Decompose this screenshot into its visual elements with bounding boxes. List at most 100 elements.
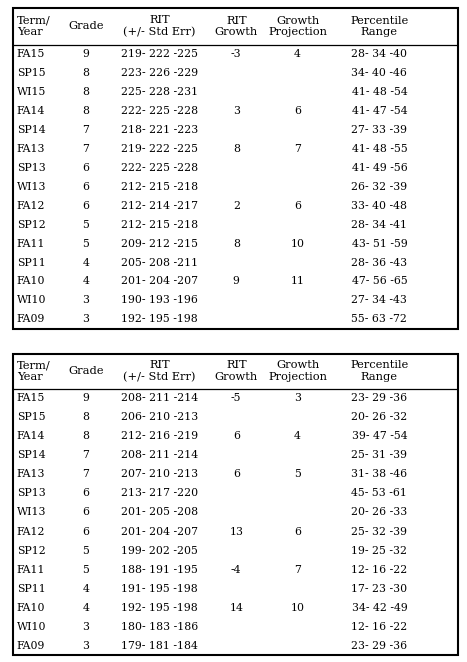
Text: 7: 7	[83, 469, 89, 479]
Text: 206- 210 -213: 206- 210 -213	[120, 412, 198, 422]
Text: 3: 3	[83, 622, 90, 632]
Text: FA11: FA11	[17, 565, 45, 575]
Text: RIT
(+/- Std Err): RIT (+/- Std Err)	[123, 15, 196, 37]
Text: 207- 210 -213: 207- 210 -213	[121, 469, 198, 479]
Text: 12- 16 -22: 12- 16 -22	[351, 565, 408, 575]
Text: Growth
Projection: Growth Projection	[268, 16, 327, 37]
Text: 3: 3	[83, 641, 90, 651]
Text: 6: 6	[83, 201, 90, 211]
Text: RIT
Growth: RIT Growth	[215, 361, 258, 382]
Text: 219- 222 -225: 219- 222 -225	[121, 49, 198, 60]
Text: 209- 212 -215: 209- 212 -215	[121, 238, 198, 249]
Text: SP13: SP13	[17, 489, 45, 498]
Text: 19- 25 -32: 19- 25 -32	[351, 545, 407, 555]
Text: 218- 221 -223: 218- 221 -223	[120, 125, 198, 135]
Text: Term/
Year: Term/ Year	[17, 361, 50, 382]
Text: 8: 8	[233, 238, 240, 249]
Text: 6: 6	[233, 469, 240, 479]
Text: 6: 6	[83, 508, 90, 518]
Text: 47- 56 -65: 47- 56 -65	[352, 277, 407, 287]
Text: WI15: WI15	[17, 87, 46, 97]
Text: 7: 7	[294, 144, 301, 154]
Text: 3: 3	[294, 393, 301, 403]
Text: 9: 9	[233, 277, 240, 287]
Text: 4: 4	[83, 602, 89, 613]
Text: 8: 8	[83, 68, 90, 78]
Text: -5: -5	[231, 393, 241, 403]
Text: 8: 8	[83, 87, 90, 97]
Text: 7: 7	[83, 125, 89, 135]
Text: 205- 208 -211: 205- 208 -211	[121, 258, 198, 267]
Text: SP12: SP12	[17, 545, 45, 555]
Text: 212- 216 -219: 212- 216 -219	[121, 431, 198, 442]
Text: 6: 6	[83, 182, 90, 192]
Text: 201- 204 -207: 201- 204 -207	[121, 526, 198, 536]
Text: 6: 6	[294, 201, 301, 211]
Text: 225- 228 -231: 225- 228 -231	[121, 87, 198, 97]
Text: FA09: FA09	[17, 641, 45, 651]
Text: 26- 32 -39: 26- 32 -39	[351, 182, 408, 192]
Text: 213- 217 -220: 213- 217 -220	[121, 489, 198, 498]
Text: FA15: FA15	[17, 49, 45, 60]
Text: 12- 16 -22: 12- 16 -22	[351, 622, 408, 632]
Text: 8: 8	[83, 431, 90, 442]
Text: 4: 4	[83, 584, 89, 594]
Text: 34- 40 -46: 34- 40 -46	[352, 68, 407, 78]
Text: 9: 9	[83, 393, 89, 403]
Text: 41- 49 -56: 41- 49 -56	[352, 163, 407, 173]
Text: 55- 63 -72: 55- 63 -72	[352, 314, 407, 324]
Text: FA14: FA14	[17, 431, 45, 442]
Text: 7: 7	[83, 144, 89, 154]
Text: 199- 202 -205: 199- 202 -205	[121, 545, 198, 555]
Text: SP15: SP15	[17, 68, 45, 78]
Text: 190- 193 -196: 190- 193 -196	[121, 295, 198, 305]
Text: 212- 214 -217: 212- 214 -217	[121, 201, 198, 211]
Text: 8: 8	[233, 144, 240, 154]
Text: 41- 48 -55: 41- 48 -55	[352, 144, 407, 154]
Text: 5: 5	[294, 469, 301, 479]
Text: 11: 11	[290, 277, 304, 287]
Text: Percentile
Range: Percentile Range	[350, 16, 409, 37]
Text: 188- 191 -195: 188- 191 -195	[121, 565, 198, 575]
Text: FA13: FA13	[17, 469, 45, 479]
Text: 192- 195 -198: 192- 195 -198	[121, 602, 198, 613]
Text: -3: -3	[231, 49, 241, 60]
Text: 212- 215 -218: 212- 215 -218	[121, 220, 198, 230]
Text: 20- 26 -33: 20- 26 -33	[351, 508, 408, 518]
Text: 23- 29 -36: 23- 29 -36	[351, 393, 408, 403]
Text: SP14: SP14	[17, 125, 45, 135]
Text: 13: 13	[229, 526, 243, 536]
Text: Growth
Projection: Growth Projection	[268, 361, 327, 382]
Text: 192- 195 -198: 192- 195 -198	[121, 314, 198, 324]
Text: 34- 42 -49: 34- 42 -49	[352, 602, 407, 613]
Text: 6: 6	[233, 431, 240, 442]
Text: 5: 5	[83, 565, 89, 575]
Text: 4: 4	[294, 431, 301, 442]
Text: 6: 6	[83, 489, 90, 498]
Text: 208- 211 -214: 208- 211 -214	[121, 450, 198, 460]
Text: FA10: FA10	[17, 602, 45, 613]
Text: 6: 6	[83, 163, 90, 173]
Text: 5: 5	[83, 545, 89, 555]
Text: 20- 26 -32: 20- 26 -32	[351, 412, 408, 422]
Text: 201- 204 -207: 201- 204 -207	[121, 277, 198, 287]
Text: WI13: WI13	[17, 182, 46, 192]
Text: 9: 9	[83, 49, 89, 60]
Text: 179- 181 -184: 179- 181 -184	[121, 641, 198, 651]
Text: 6: 6	[83, 526, 90, 536]
Text: 4: 4	[83, 258, 89, 267]
Text: FA13: FA13	[17, 144, 45, 154]
Text: RIT
Growth: RIT Growth	[215, 16, 258, 37]
Text: Percentile
Range: Percentile Range	[350, 361, 409, 382]
Text: Term/
Year: Term/ Year	[17, 16, 50, 37]
Text: 3: 3	[83, 314, 90, 324]
Text: 28- 34 -40: 28- 34 -40	[351, 49, 407, 60]
Text: 6: 6	[294, 106, 301, 116]
Text: 10: 10	[290, 238, 304, 249]
Text: SP11: SP11	[17, 258, 45, 267]
Text: FA14: FA14	[17, 106, 45, 116]
Text: 180- 183 -186: 180- 183 -186	[120, 622, 198, 632]
Text: SP15: SP15	[17, 412, 45, 422]
Text: 222- 225 -228: 222- 225 -228	[121, 106, 198, 116]
Text: 27- 34 -43: 27- 34 -43	[352, 295, 407, 305]
